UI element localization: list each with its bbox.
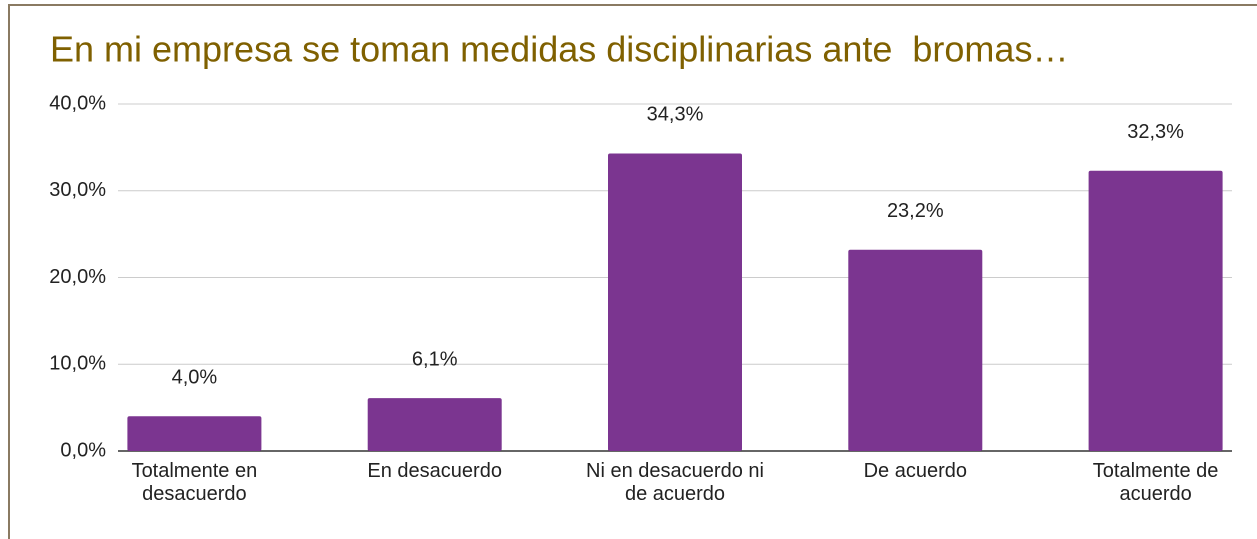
data-label: 34,3% <box>647 104 704 126</box>
y-tick-label: 40,0% <box>49 92 106 114</box>
x-tick-label: Totalmente de acuerdo <box>1092 460 1219 505</box>
data-label: 32,3% <box>1127 121 1184 143</box>
y-tick-label: 20,0% <box>49 266 106 288</box>
bar <box>848 249 983 451</box>
frame <box>8 4 1257 539</box>
x-tick-label: En desacuerdo <box>367 460 502 482</box>
data-label: 23,2% <box>887 200 944 222</box>
chart-title: En mi empresa se toman medidas disciplin… <box>50 29 1068 70</box>
bar <box>608 153 742 451</box>
bar <box>367 398 502 451</box>
x-tick-label: Totalmente en desacuerdo <box>131 460 258 505</box>
y-tick-label: 30,0% <box>49 179 106 201</box>
data-label: 4,0% <box>172 367 218 389</box>
bar <box>1088 170 1223 452</box>
bar <box>127 416 262 451</box>
y-tick-label: 10,0% <box>49 353 106 375</box>
x-tick-label: De acuerdo <box>863 460 967 482</box>
x-tick-label: Ni en desacuerdo ni de acuerdo <box>586 460 764 505</box>
y-tick-label: 0,0% <box>60 439 106 461</box>
data-label: 6,1% <box>412 348 458 370</box>
